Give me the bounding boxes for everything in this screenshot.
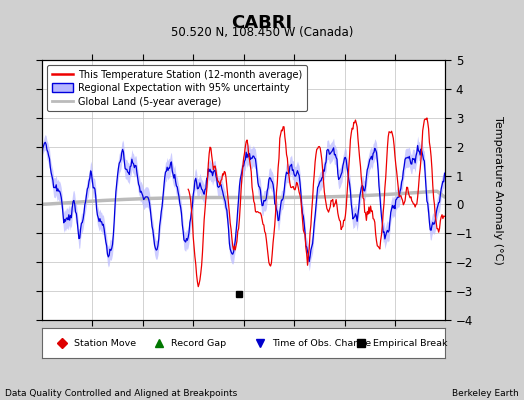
Legend: This Temperature Station (12-month average), Regional Expectation with 95% uncer: This Temperature Station (12-month avera… bbox=[47, 65, 307, 111]
Text: Time of Obs. Change: Time of Obs. Change bbox=[272, 338, 371, 348]
Text: Record Gap: Record Gap bbox=[171, 338, 226, 348]
Text: Empirical Break: Empirical Break bbox=[373, 338, 447, 348]
Y-axis label: Temperature Anomaly (°C): Temperature Anomaly (°C) bbox=[493, 116, 503, 264]
Text: CABRI: CABRI bbox=[232, 14, 292, 32]
Text: Berkeley Earth: Berkeley Earth bbox=[452, 389, 519, 398]
Text: 50.520 N, 108.450 W (Canada): 50.520 N, 108.450 W (Canada) bbox=[171, 26, 353, 39]
Text: Station Move: Station Move bbox=[74, 338, 136, 348]
Text: Data Quality Controlled and Aligned at Breakpoints: Data Quality Controlled and Aligned at B… bbox=[5, 389, 237, 398]
